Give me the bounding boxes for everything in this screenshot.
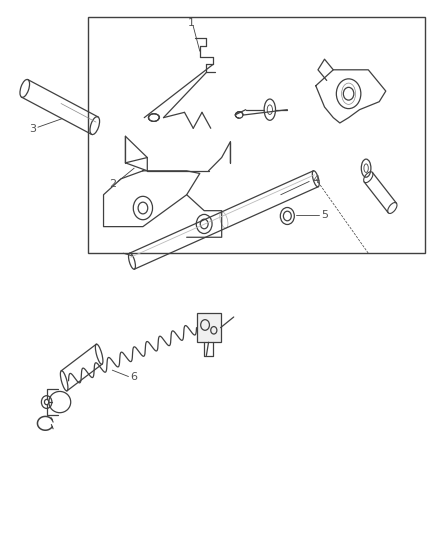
Bar [196, 313, 220, 342]
Text: 4: 4 [311, 175, 318, 185]
Text: 5: 5 [320, 211, 327, 221]
Text: 6: 6 [131, 372, 138, 382]
Bar [88, 17, 424, 253]
Text: 2: 2 [109, 179, 116, 189]
Text: 1: 1 [187, 18, 194, 28]
Text: 3: 3 [28, 124, 35, 134]
